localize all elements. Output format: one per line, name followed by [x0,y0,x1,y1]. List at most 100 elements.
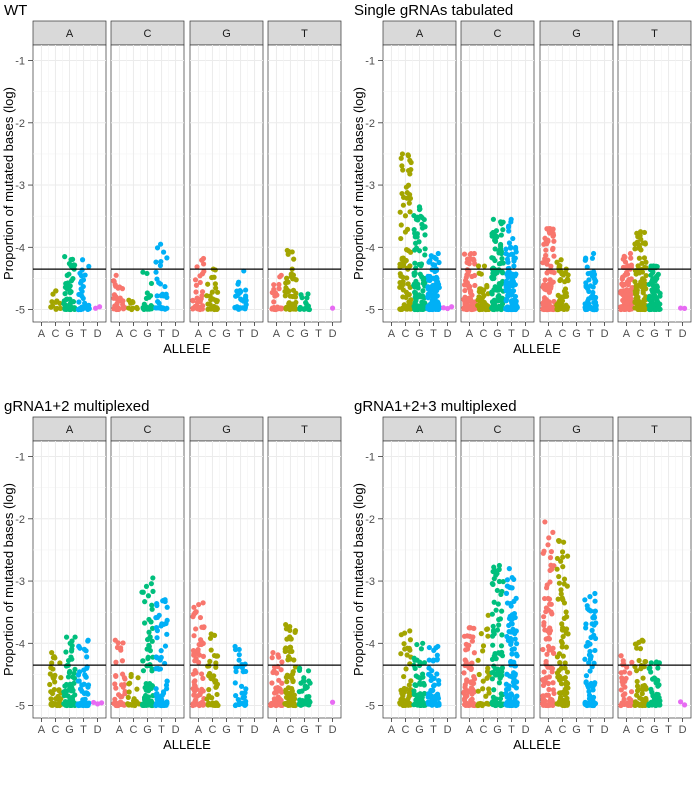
data-point-T [509,585,515,591]
data-point-C [397,209,403,215]
data-point-T [153,702,159,709]
data-point-A [545,628,551,634]
data-point-T [75,702,81,708]
x-tick-label: T [80,328,87,340]
data-point-C [291,256,297,262]
data-point-G [147,663,153,669]
data-point-C [402,701,409,707]
data-point-A [543,636,549,642]
data-point-C [556,538,562,544]
data-point-A [191,701,197,707]
data-point-T [591,613,597,619]
data-point-A [195,646,201,653]
data-point-C [405,182,412,188]
data-point-C [290,272,297,278]
data-point-G [417,675,423,682]
data-point-G [414,641,420,648]
data-point-C [559,549,566,555]
data-point-D [90,699,97,706]
data-point-T [240,695,246,701]
data-point-A [619,276,625,282]
x-tick-label: T [665,724,672,736]
data-point-C [484,282,490,289]
data-point-T [428,673,434,679]
y-tick-label: -3 [365,180,375,192]
data-point-A [270,650,276,656]
data-point-G [149,602,155,608]
facet-strip-label: T [301,424,308,436]
data-point-C [636,242,642,248]
data-point-A [624,287,630,293]
data-point-G [647,297,653,303]
data-point-T [514,693,520,699]
data-point-A [540,693,546,699]
data-point-G [653,680,659,686]
data-point-C [286,696,292,702]
facet-strip [267,416,342,442]
data-point-T [164,255,170,261]
data-point-C [126,305,132,311]
data-point-G [303,301,309,307]
facet-C: CA C G T D [110,416,185,736]
data-point-T [585,606,591,612]
facet-G: GA C G T D [539,416,614,736]
data-point-T [153,615,159,621]
data-point-T [76,678,82,684]
data-point-A [548,601,554,607]
data-point-T [160,690,167,696]
x-tick-label: G [415,328,424,340]
data-point-A [626,276,632,283]
x-tick-label: D [522,724,530,736]
data-point-C [633,285,639,292]
data-point-T [160,249,167,255]
data-point-G [421,690,428,697]
data-point-A [628,689,635,695]
data-point-T [82,272,88,278]
data-point-G [491,599,497,605]
data-point-T [426,644,432,651]
data-point-A [550,233,556,239]
data-point-T [508,245,514,251]
facet-strip-label: A [66,424,74,436]
data-point-A [541,702,547,708]
data-point-T [503,590,510,596]
data-point-C [635,687,642,693]
data-point-G [489,611,495,617]
x-tick-label: C [636,724,644,736]
data-point-A [620,658,626,664]
data-point-A [120,684,126,690]
data-point-C [636,255,642,261]
data-point-C [283,622,289,628]
data-point-A [276,677,282,683]
data-point-A [541,548,547,554]
data-point-G [496,622,502,628]
data-point-A [548,285,554,291]
data-point-G [141,701,147,707]
data-point-A [462,657,468,663]
data-point-C [284,287,290,293]
data-point-T [83,674,89,680]
x-tick-label: C [208,724,216,736]
data-point-C [58,696,64,702]
data-point-G [491,653,497,659]
data-point-C [293,290,299,296]
data-point-C [562,660,568,666]
data-point-T [590,250,597,257]
data-point-G [64,702,70,709]
points-group [461,562,520,709]
data-point-T [586,277,592,283]
data-point-A [627,295,633,302]
data-point-G [142,599,148,605]
data-point-G [69,688,75,694]
y-tick-label: -1 [365,56,375,68]
y-tick-label: -5 [365,305,375,317]
data-point-T [589,627,595,633]
data-point-C [563,630,569,636]
data-point-G [491,299,497,305]
data-point-A [461,251,468,257]
data-point-C [407,157,413,164]
data-point-A [466,625,472,631]
data-point-T [435,250,441,257]
data-point-A [627,250,634,257]
data-point-C [209,274,215,281]
